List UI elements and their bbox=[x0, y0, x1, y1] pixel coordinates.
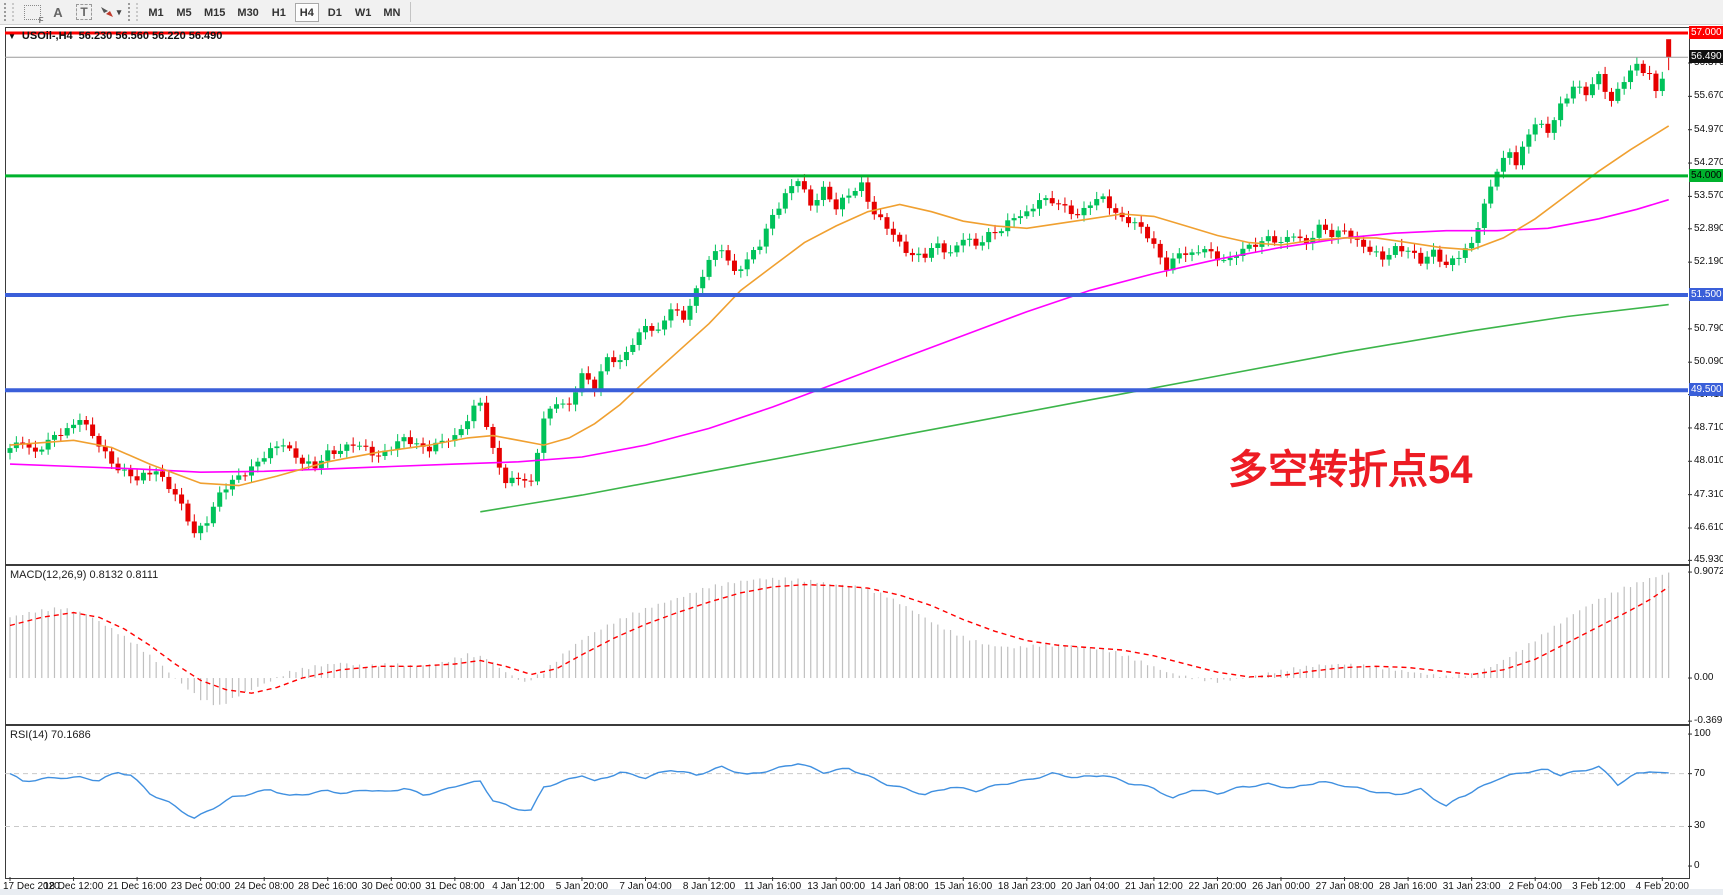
rsi-indicator-pane[interactable] bbox=[5, 725, 1690, 879]
dropdown-caret-icon[interactable]: ▾ bbox=[116, 6, 122, 17]
time-axis-label: 15 Jan 16:00 bbox=[934, 881, 993, 892]
fibo-grid-icon[interactable] bbox=[20, 2, 44, 25]
time-axis-label: 20 Jan 04:00 bbox=[1061, 881, 1120, 892]
time-axis-label: 18 Dec 12:00 bbox=[43, 881, 104, 892]
rsi-tick-label: 0 bbox=[1694, 860, 1700, 872]
toolbar-drag-handle[interactable] bbox=[4, 3, 14, 21]
chinese-annotation-text: 多空转折点54 bbox=[1228, 448, 1473, 492]
time-axis-label: 18 Jan 23:00 bbox=[997, 881, 1056, 892]
price-tick-label: 48.710 bbox=[1694, 421, 1723, 433]
timeframe-button-h1[interactable]: H1 bbox=[267, 3, 291, 22]
rsi-tick-label: 70 bbox=[1694, 767, 1706, 779]
price-level-badge: 56.490 bbox=[1689, 50, 1723, 64]
arrow-objects-icon[interactable]: ▾ bbox=[98, 2, 122, 22]
rsi-tick-label: 100 bbox=[1694, 728, 1711, 740]
time-axis-label: 31 Dec 08:00 bbox=[425, 881, 485, 892]
price-tick-label: 54.270 bbox=[1694, 157, 1723, 169]
time-axis-label: 4 Feb 20:00 bbox=[1635, 881, 1689, 892]
rsi-tick-label: 30 bbox=[1694, 820, 1706, 832]
timeframe-button-h4[interactable]: H4 bbox=[294, 2, 319, 22]
timeframe-button-d1[interactable]: D1 bbox=[323, 3, 347, 22]
price-tick-label: 55.670 bbox=[1694, 90, 1723, 102]
time-axis-label: 28 Dec 16:00 bbox=[298, 881, 358, 892]
price-tick-label: 50.090 bbox=[1694, 356, 1723, 368]
price-tick-label: 48.010 bbox=[1694, 455, 1723, 467]
arrow-objects-glyph bbox=[100, 7, 113, 17]
price-level-badge: 49.500 bbox=[1689, 383, 1723, 397]
ohlc-values-label: 56.230 56.560 56.220 56.490 bbox=[78, 30, 223, 42]
macd-tick-label: -0.369 bbox=[1694, 715, 1723, 727]
price-tick-label: 45.930 bbox=[1694, 554, 1723, 566]
price-tick-label: 53.570 bbox=[1694, 190, 1723, 202]
time-axis-label: 22 Jan 20:00 bbox=[1188, 881, 1247, 892]
chart-title: ▼ USOil-,H4 56.230 56.560 56.220 56.490 bbox=[8, 30, 222, 42]
price-level-badge: 57.000 bbox=[1689, 26, 1723, 39]
toolbar-separator bbox=[410, 2, 412, 22]
timeframe-button-group: M1 M5 M15 M30 H1 H4 D1 W1 MN bbox=[144, 2, 404, 22]
time-axis-label: 30 Dec 00:00 bbox=[361, 881, 422, 892]
time-axis-label: 21 Dec 16:00 bbox=[107, 881, 167, 892]
price-tick-label: 46.610 bbox=[1694, 521, 1723, 533]
macd-tick-label: 0.00 bbox=[1694, 672, 1714, 684]
window-bottom-strip bbox=[0, 889, 1723, 895]
time-axis-label: 7 Jan 04:00 bbox=[619, 881, 672, 892]
symbol-timeframe-label: USOil-,H4 bbox=[21, 30, 73, 42]
time-axis-label: 27 Jan 08:00 bbox=[1315, 881, 1374, 892]
time-axis-label: 4 Jan 12:00 bbox=[492, 881, 545, 892]
text-box-glyph: T bbox=[76, 4, 92, 20]
timeframe-button-m15[interactable]: M15 bbox=[200, 3, 229, 22]
price-tick-label: 54.970 bbox=[1694, 123, 1723, 135]
time-axis-label: 11 Jan 16:00 bbox=[744, 881, 802, 892]
price-tick-label: 52.890 bbox=[1694, 222, 1723, 234]
rsi-label: RSI(14) 70.1686 bbox=[10, 729, 91, 741]
price-tick-label: 52.190 bbox=[1694, 256, 1723, 268]
time-axis-label: 14 Jan 08:00 bbox=[870, 881, 929, 892]
price-tick-label: 47.310 bbox=[1694, 488, 1723, 500]
timeframe-button-m5[interactable]: M5 bbox=[172, 3, 196, 22]
macd-tick-label: 0.9072 bbox=[1694, 566, 1723, 578]
time-axis-label: 24 Dec 08:00 bbox=[234, 881, 294, 892]
toolbar-drag-handle[interactable] bbox=[128, 3, 138, 21]
time-axis-label: 5 Jan 20:00 bbox=[555, 881, 609, 892]
time-axis-label: 3 Feb 12:00 bbox=[1572, 881, 1626, 892]
time-axis-label: 28 Jan 16:00 bbox=[1379, 881, 1438, 892]
price-level-badge: 51.500 bbox=[1689, 288, 1723, 302]
time-axis-label: 26 Jan 00:00 bbox=[1252, 881, 1310, 892]
price-tick-label: 50.790 bbox=[1694, 322, 1723, 334]
timeframe-button-m30[interactable]: M30 bbox=[233, 3, 262, 22]
timeframe-button-mn[interactable]: MN bbox=[379, 3, 404, 22]
text-label-icon[interactable]: A bbox=[53, 4, 63, 20]
symbol-dropdown-triangle-icon[interactable]: ▼ bbox=[8, 31, 16, 41]
macd-indicator-pane[interactable] bbox=[5, 565, 1690, 725]
time-axis-label: 2 Feb 04:00 bbox=[1508, 881, 1562, 892]
macd-label: MACD(12,26,9) 0.8132 0.8111 bbox=[10, 569, 159, 581]
price-level-badge: 54.000 bbox=[1689, 168, 1723, 182]
timeframe-button-m1[interactable]: M1 bbox=[144, 3, 168, 22]
time-axis-label: 8 Jan 12:00 bbox=[682, 881, 736, 892]
time-axis-label: 13 Jan 00:00 bbox=[807, 881, 866, 892]
time-axis-label: 17 Dec 2020 bbox=[3, 881, 60, 892]
time-axis-label: 21 Jan 12:00 bbox=[1124, 881, 1183, 892]
timeframe-button-w1[interactable]: W1 bbox=[351, 3, 376, 22]
time-axis-label: 23 Dec 00:00 bbox=[170, 881, 231, 892]
time-axis-label: 31 Jan 23:00 bbox=[1442, 881, 1501, 892]
text-box-icon[interactable]: T bbox=[72, 2, 96, 22]
